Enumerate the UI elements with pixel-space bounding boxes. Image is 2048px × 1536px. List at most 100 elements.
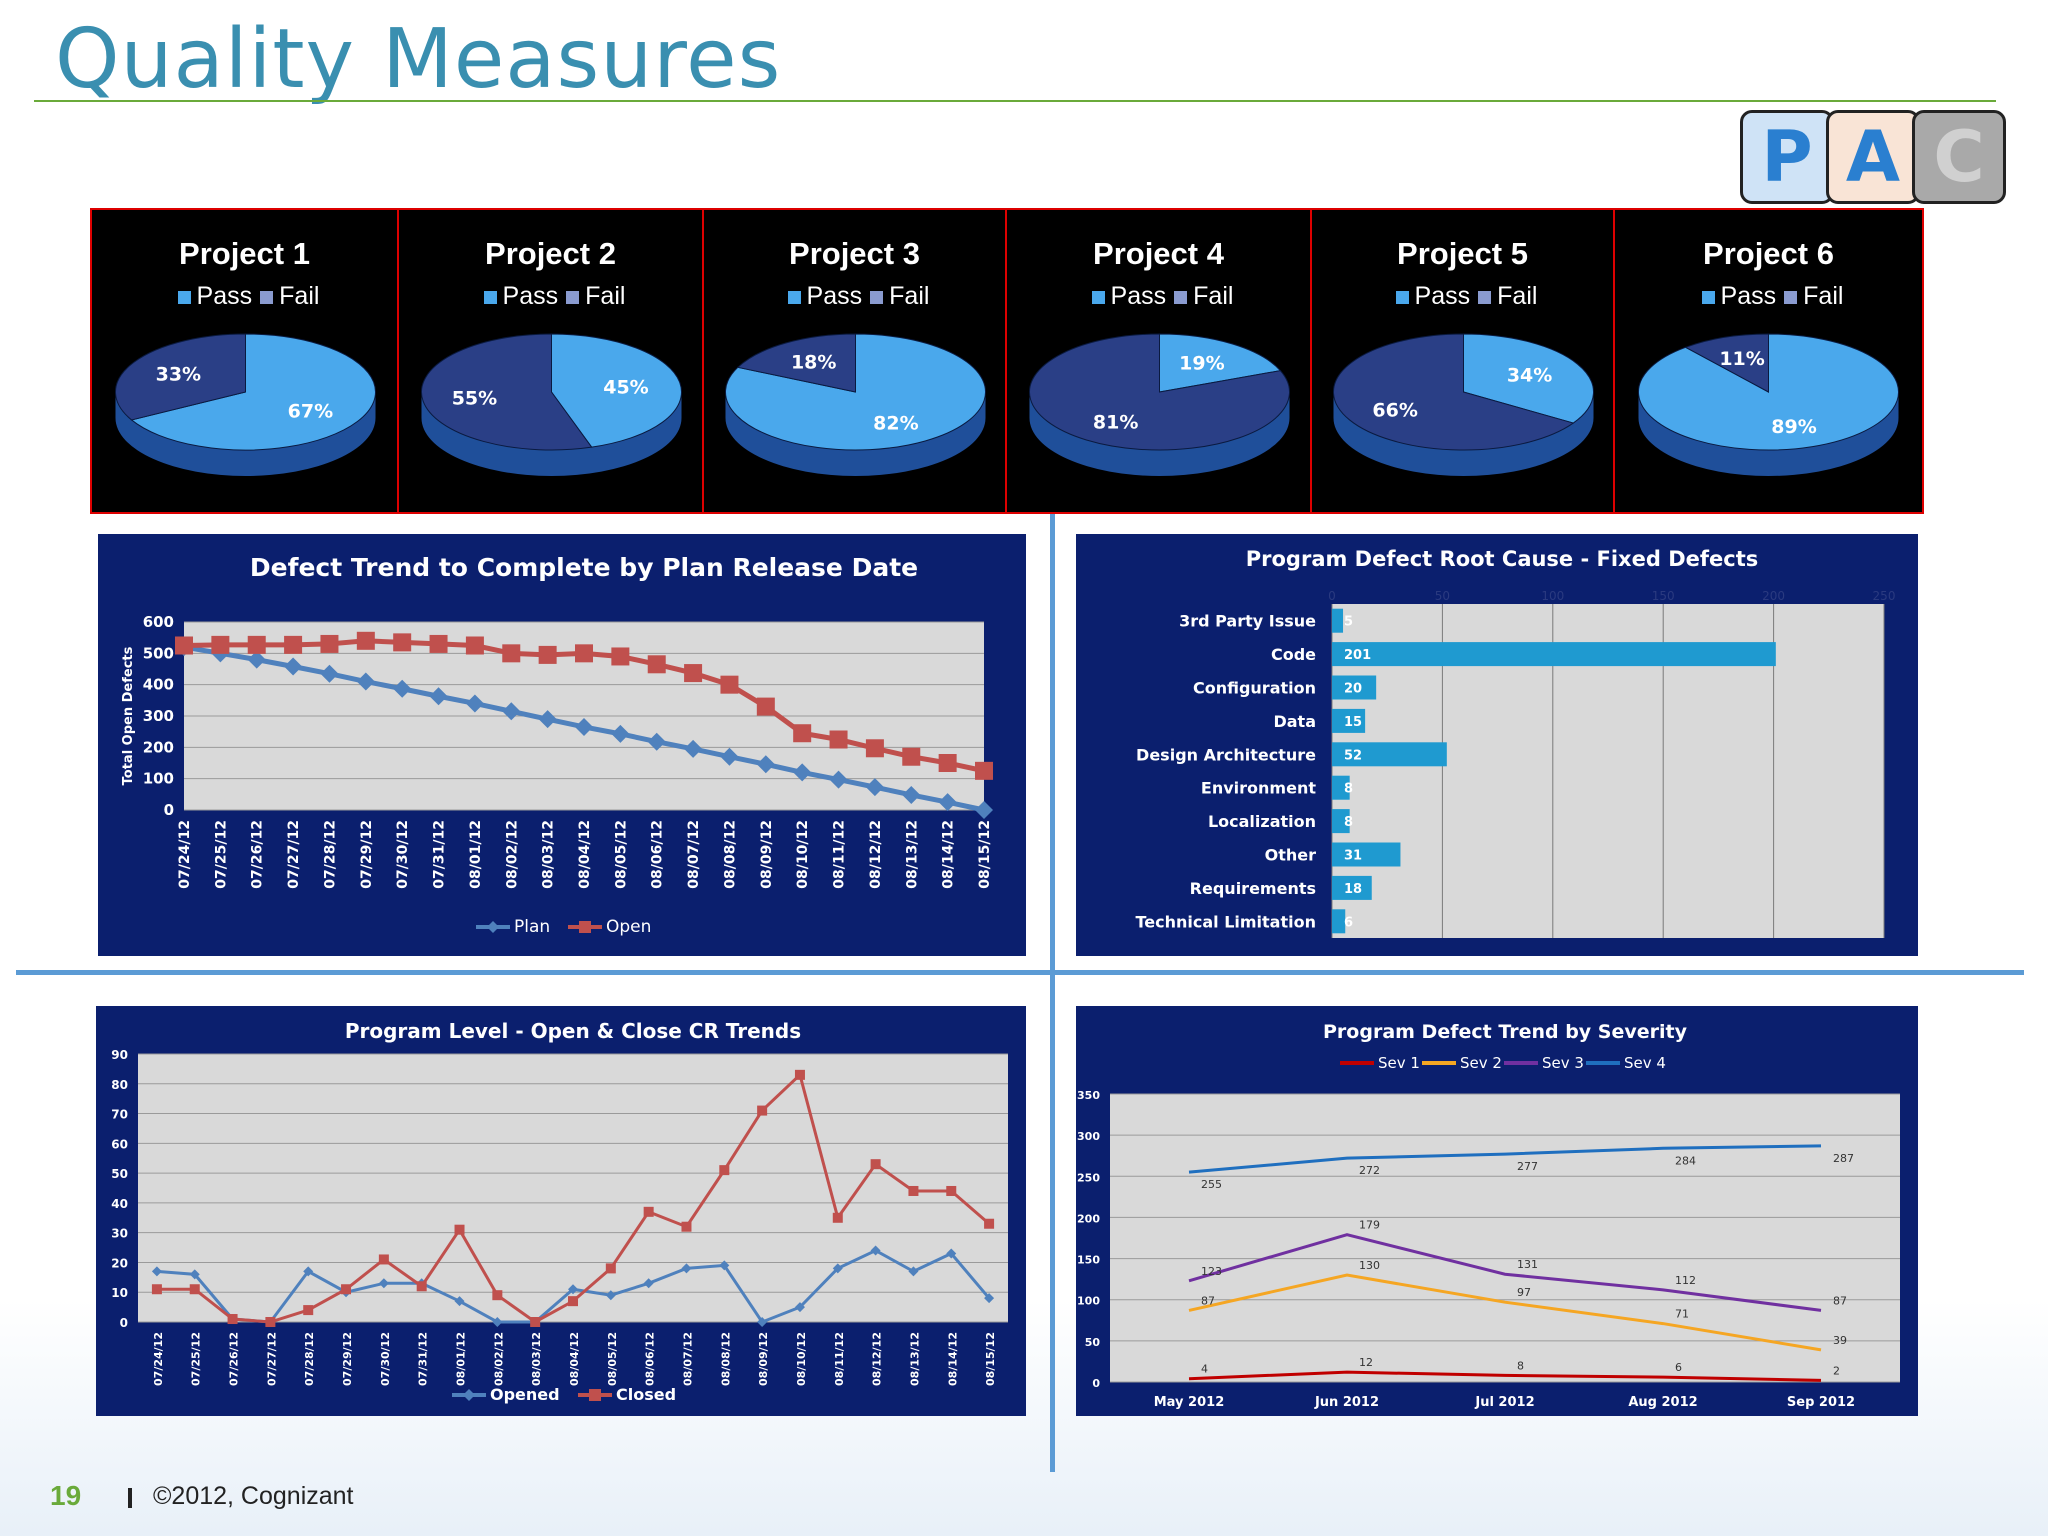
pie-title: Project 4 (1093, 236, 1224, 271)
bar-value-label: 18 (1344, 882, 1362, 897)
y-tick-label: 0 (164, 801, 174, 819)
x-tick-label: 08/09/12 (759, 820, 775, 889)
opened-point (757, 1317, 768, 1327)
plan-point (356, 672, 375, 691)
sev-3-series-line (1188, 1233, 1822, 1312)
open-point (247, 635, 266, 654)
y-tick-label: 90 (111, 1048, 128, 1062)
chart-title: Defect Trend to Complete by Plan Release… (250, 553, 918, 582)
severity-trend-panel: Program Defect Trend by Severity 0 50 100 15… (1076, 1006, 1918, 1416)
open-legend-marker (579, 921, 591, 933)
x-tick-label: 250 (1873, 589, 1896, 603)
category-label: Configuration (1193, 679, 1316, 698)
copyright: ©2012, Cognizant (153, 1482, 354, 1510)
pass-slice (130, 333, 376, 451)
closed-point (946, 1185, 957, 1196)
pie-chart: 89% 11% (1638, 333, 1899, 476)
chart-title: Program Defect Trend by Severity (1323, 1021, 1688, 1043)
closed-point (530, 1317, 541, 1327)
bar-value-label: 201 (1344, 648, 1371, 663)
category-label: Technical Limitation (1135, 912, 1316, 931)
closed-point (757, 1105, 768, 1116)
badge-p: P (1740, 110, 1834, 204)
y-tick-label: 300 (1077, 1130, 1100, 1143)
pie-legend: Pass Fail (1312, 282, 1613, 311)
category-label: Other (1265, 846, 1316, 865)
open-point (211, 635, 230, 654)
plan-point (829, 770, 848, 789)
pass-percent-label: 45% (603, 376, 648, 398)
sev-3-data-label: 179 (1359, 1219, 1380, 1232)
opened-point (681, 1263, 692, 1274)
plan-point (938, 793, 957, 812)
pie-chart: 45% 55% (421, 333, 682, 476)
pass-legend-label: Pass (1414, 282, 1471, 310)
closed-point (416, 1281, 427, 1292)
plan-point (611, 724, 630, 743)
x-tick-label: 07/27/12 (265, 1332, 278, 1386)
sev-4-data-label: 277 (1517, 1160, 1538, 1173)
x-tick-label: 08/10/12 (795, 820, 811, 889)
x-tick-label: 07/25/12 (213, 820, 229, 889)
x-tick-label: 07/24/12 (177, 820, 193, 889)
x-tick-label: 08/11/12 (833, 1332, 846, 1386)
x-tick-label: 08/14/12 (946, 1332, 959, 1386)
chart-title: Program Level - Open & Close CR Trends (345, 1019, 801, 1043)
plan-point (429, 687, 448, 706)
x-tick-label: 08/10/12 (795, 1332, 808, 1386)
y-tick-label: 300 (143, 707, 174, 725)
open-point (502, 644, 521, 663)
fail-percent-label: 33% (156, 364, 201, 386)
pie-legend: Pass Fail (704, 282, 1005, 311)
sev-1-data-label: 12 (1359, 1356, 1373, 1369)
pie-cell-project-2: Project 2 Pass Fail 45% 55% (399, 210, 704, 512)
pass-percent-label: 82% (873, 412, 918, 434)
root-cause-panel: Program Defect Root Cause - Fixed Defect… (1076, 534, 1918, 956)
y-tick-label: 100 (143, 770, 174, 788)
x-tick-label: 08/04/12 (568, 1332, 581, 1386)
opened-legend-label: Opened (490, 1385, 560, 1404)
pie-title: Project 3 (789, 236, 920, 271)
pie-chart: 34% 66% (1333, 333, 1594, 476)
open-point (393, 633, 412, 652)
y-tick-label: 80 (111, 1078, 128, 1092)
fail-swatch (566, 290, 580, 304)
pass-legend-label: Pass (196, 282, 253, 310)
x-tick-label: 08/13/12 (908, 1332, 921, 1386)
sev-2-legend-label: Sev 2 (1460, 1054, 1502, 1072)
pie-chart: 67% 33% (115, 333, 376, 476)
badge-a: A (1826, 110, 1920, 204)
open-point (611, 647, 630, 666)
x-tick-label: 08/08/12 (719, 1332, 732, 1386)
category-label: Data (1273, 712, 1316, 731)
bar-value-label: 20 (1344, 682, 1362, 697)
open-point (684, 664, 703, 683)
vertical-divider (1050, 514, 1055, 1472)
bar-value-label: 8 (1344, 815, 1353, 830)
sev-4-series-line (1188, 1144, 1822, 1174)
sev-4-data-label: 287 (1833, 1152, 1854, 1165)
pass-swatch (483, 290, 497, 304)
y-tick-label: 0 (1092, 1377, 1100, 1390)
plan-point (393, 679, 412, 698)
plan-point (538, 710, 557, 729)
fail-percent-label: 81% (1093, 412, 1138, 434)
category-label: Localization (1208, 812, 1316, 831)
bar (1332, 708, 1366, 733)
y-tick-label: 200 (143, 738, 174, 756)
opened-legend-marker (463, 1389, 475, 1401)
x-tick-label: 07/30/12 (379, 1332, 392, 1386)
plan-point (793, 763, 812, 782)
sev-1-data-label: 6 (1675, 1361, 1682, 1374)
sev-1-data-label: 8 (1517, 1359, 1524, 1372)
open-point (793, 724, 812, 743)
plan-point (284, 657, 303, 676)
plan-point (465, 694, 484, 713)
sev-4-data-label: 255 (1201, 1178, 1222, 1191)
pass-legend-label: Pass (502, 282, 559, 310)
opened-point (492, 1317, 503, 1327)
fail-swatch (260, 290, 274, 304)
sev-4-legend-label: Sev 4 (1624, 1054, 1666, 1072)
pass-swatch (1395, 290, 1409, 304)
y-tick-label: 10 (111, 1286, 128, 1300)
